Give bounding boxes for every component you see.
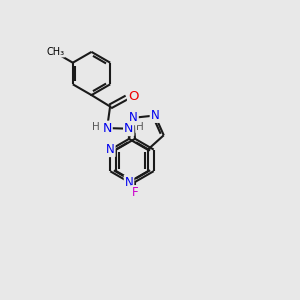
Text: O: O [128, 89, 138, 103]
Text: N: N [124, 122, 134, 135]
Text: H: H [136, 122, 144, 132]
Text: N: N [151, 109, 159, 122]
Text: H: H [92, 122, 100, 132]
Text: F: F [132, 186, 138, 199]
Text: N: N [124, 176, 134, 189]
Text: N: N [129, 111, 138, 124]
Text: N: N [106, 143, 115, 156]
Text: N: N [102, 122, 112, 135]
Text: CH₃: CH₃ [46, 46, 65, 57]
